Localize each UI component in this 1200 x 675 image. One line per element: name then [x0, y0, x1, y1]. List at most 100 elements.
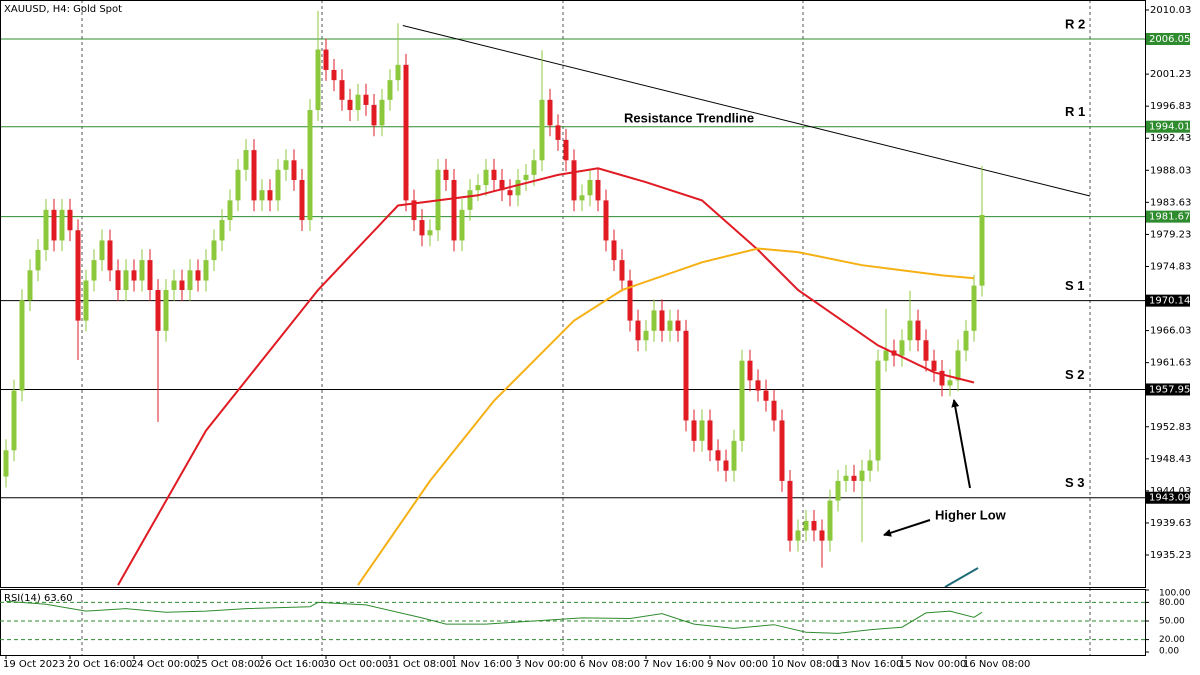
candle-body: [699, 420, 705, 441]
candle-body: [603, 200, 609, 241]
candle-body: [187, 270, 193, 291]
candle-body: [131, 270, 137, 281]
candle-body: [771, 400, 777, 421]
candle-body: [515, 179, 521, 196]
candle-body: [747, 360, 753, 381]
candle-body: [19, 300, 25, 391]
candle-body: [723, 460, 729, 471]
candle-body: [275, 169, 281, 201]
candle-body: [51, 209, 57, 241]
candle-body: [555, 125, 561, 140]
candle-body: [251, 150, 257, 201]
candle-body: [387, 80, 393, 100]
annotation: Resistance Trendline: [624, 110, 754, 125]
candle-body: [627, 280, 633, 321]
x-tick-label: 1 Nov 16:00: [451, 659, 512, 670]
x-tick-label: 3 Nov 00:00: [515, 659, 576, 670]
candle-body: [619, 260, 625, 281]
candle-body: [315, 49, 321, 111]
candle-body: [483, 169, 489, 186]
candle-body: [507, 190, 513, 196]
x-tick-label: 7 Nov 16:00: [643, 659, 704, 670]
candle-body: [139, 260, 145, 281]
candle-body: [659, 310, 665, 331]
candle-body: [939, 370, 945, 386]
candle-body: [27, 270, 33, 301]
candle-body: [955, 350, 961, 381]
candle-body: [859, 470, 865, 481]
price-pane: [0, 0, 1146, 588]
level-value: 1994.01: [1149, 122, 1190, 133]
candle-body: [539, 99, 545, 161]
candle-body: [219, 220, 225, 241]
level-box: [1146, 383, 1190, 396]
y-tick-label: 2010.03: [1150, 5, 1191, 16]
candle-body: [243, 150, 249, 170]
x-tick-label: 19 Oct 2023: [3, 659, 65, 670]
level-box: [1146, 294, 1190, 307]
candle-body: [499, 179, 505, 191]
candle-body: [371, 104, 377, 126]
x-tick-label: 15 Nov 00:00: [899, 659, 966, 670]
rsi-tick-label: 100.00: [1159, 589, 1191, 599]
level-value: 2006.05: [1149, 34, 1190, 45]
candle-body: [731, 440, 737, 471]
y-tick-label: 1979.23: [1150, 229, 1191, 240]
candle-body: [283, 160, 289, 170]
candle-body: [163, 290, 169, 331]
y-tick-label: 1948.43: [1150, 454, 1191, 465]
candle-body: [971, 285, 977, 331]
candle-body: [811, 520, 817, 531]
candle-body: [339, 80, 345, 100]
level-name: S 1: [1065, 278, 1085, 293]
candle-body: [843, 475, 849, 481]
rsi-tick-label: 0.00: [1159, 647, 1179, 657]
candle-body: [491, 169, 497, 180]
level-box: [1146, 32, 1190, 45]
arrow: [883, 519, 931, 537]
candle-body: [299, 179, 305, 221]
trendline: [402, 25, 1091, 197]
candle-body: [851, 475, 857, 481]
candle-body: [763, 390, 769, 401]
candle-body: [643, 330, 649, 341]
candle-body: [523, 174, 529, 180]
candle-body: [867, 460, 873, 471]
y-tick-label: 1952.83: [1150, 422, 1191, 433]
rsi-tick-label: 80.00: [1159, 598, 1185, 608]
candle-body: [579, 195, 585, 201]
candle-body: [115, 270, 121, 291]
candle-body: [907, 320, 913, 341]
candle-body: [883, 350, 889, 361]
candle-body: [899, 340, 905, 356]
candle-body: [91, 260, 97, 281]
candle-body: [787, 480, 793, 541]
candle-body: [331, 69, 337, 81]
x-tick-label: 24 Oct 00:00: [131, 659, 196, 670]
candle-body: [803, 520, 809, 531]
candle-body: [323, 49, 329, 70]
annotation: Higher Low: [935, 507, 1007, 522]
candle-body: [707, 420, 713, 451]
candle-body: [155, 290, 161, 331]
candle-body: [739, 360, 745, 441]
x-tick-label: 30 Oct 00:00: [323, 659, 388, 670]
candle-body: [915, 320, 921, 341]
x-tick-label: 16 Nov 08:00: [963, 659, 1030, 670]
candle-body: [203, 260, 209, 281]
rsi-line: [5, 600, 983, 634]
y-tick-label: 1966.03: [1150, 326, 1191, 337]
x-tick-label: 9 Nov 00:00: [707, 659, 768, 670]
candle-body: [99, 240, 105, 261]
x-tick-label: 31 Oct 08:00: [387, 659, 452, 670]
candle-body: [411, 200, 417, 221]
candle-body: [595, 179, 601, 201]
candle-body: [147, 260, 153, 291]
moving-average: [357, 247, 975, 586]
rsi-tick-label: 50.00: [1159, 617, 1185, 627]
candle-body: [795, 530, 801, 541]
x-tick-label: 13 Nov 16:00: [835, 659, 902, 670]
candle-body: [875, 360, 881, 461]
